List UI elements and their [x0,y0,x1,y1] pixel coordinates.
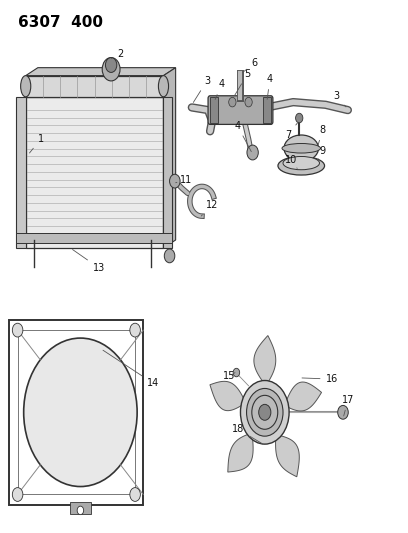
Ellipse shape [158,76,169,97]
Bar [263,98,271,123]
Circle shape [170,174,180,188]
Ellipse shape [284,135,319,161]
Ellipse shape [278,157,324,175]
Text: 6307  400: 6307 400 [18,14,102,30]
Ellipse shape [21,76,31,97]
Circle shape [240,381,289,444]
Text: 2: 2 [111,49,123,59]
Text: 1: 1 [29,134,44,153]
Bar [70,503,91,514]
Polygon shape [284,382,322,411]
Circle shape [12,488,23,502]
Polygon shape [275,434,299,477]
Text: 5: 5 [235,69,251,95]
Text: 10: 10 [285,155,297,168]
FancyBboxPatch shape [164,97,172,248]
Polygon shape [26,97,164,248]
Text: 3: 3 [193,76,210,102]
Text: 15: 15 [224,372,236,382]
Text: 7: 7 [285,123,297,140]
Circle shape [130,488,140,502]
Text: 17: 17 [342,395,354,416]
Polygon shape [228,433,253,472]
Polygon shape [254,336,276,386]
Text: 9: 9 [317,146,326,160]
Text: 16: 16 [302,374,338,384]
Text: 6: 6 [243,58,258,72]
Ellipse shape [282,143,321,153]
Text: 14: 14 [103,350,160,389]
Circle shape [246,389,283,436]
Text: 13: 13 [73,249,105,273]
Polygon shape [26,68,175,76]
FancyBboxPatch shape [16,233,172,243]
Polygon shape [210,381,246,410]
Circle shape [164,249,175,263]
Text: 4: 4 [234,120,251,152]
Text: 4: 4 [267,74,273,99]
Text: 8: 8 [318,125,326,144]
Circle shape [229,98,236,107]
Circle shape [245,98,252,107]
Circle shape [233,368,239,377]
Text: 18: 18 [233,424,262,444]
Circle shape [247,145,258,160]
Circle shape [130,323,140,337]
Circle shape [259,405,271,420]
FancyBboxPatch shape [16,97,26,248]
Circle shape [24,338,137,487]
Circle shape [295,114,303,123]
Circle shape [105,58,117,72]
Circle shape [259,405,271,420]
FancyBboxPatch shape [208,96,273,124]
Circle shape [253,397,277,428]
Bar [210,98,218,123]
Circle shape [12,323,23,337]
Circle shape [102,58,120,81]
Text: 3: 3 [334,92,346,107]
Circle shape [77,506,84,515]
Text: 4: 4 [215,79,224,100]
Polygon shape [26,76,164,97]
Text: 11: 11 [175,175,192,185]
Polygon shape [164,68,175,248]
Circle shape [252,395,278,429]
Circle shape [338,406,348,419]
Ellipse shape [283,157,319,169]
Text: 12: 12 [201,200,218,216]
